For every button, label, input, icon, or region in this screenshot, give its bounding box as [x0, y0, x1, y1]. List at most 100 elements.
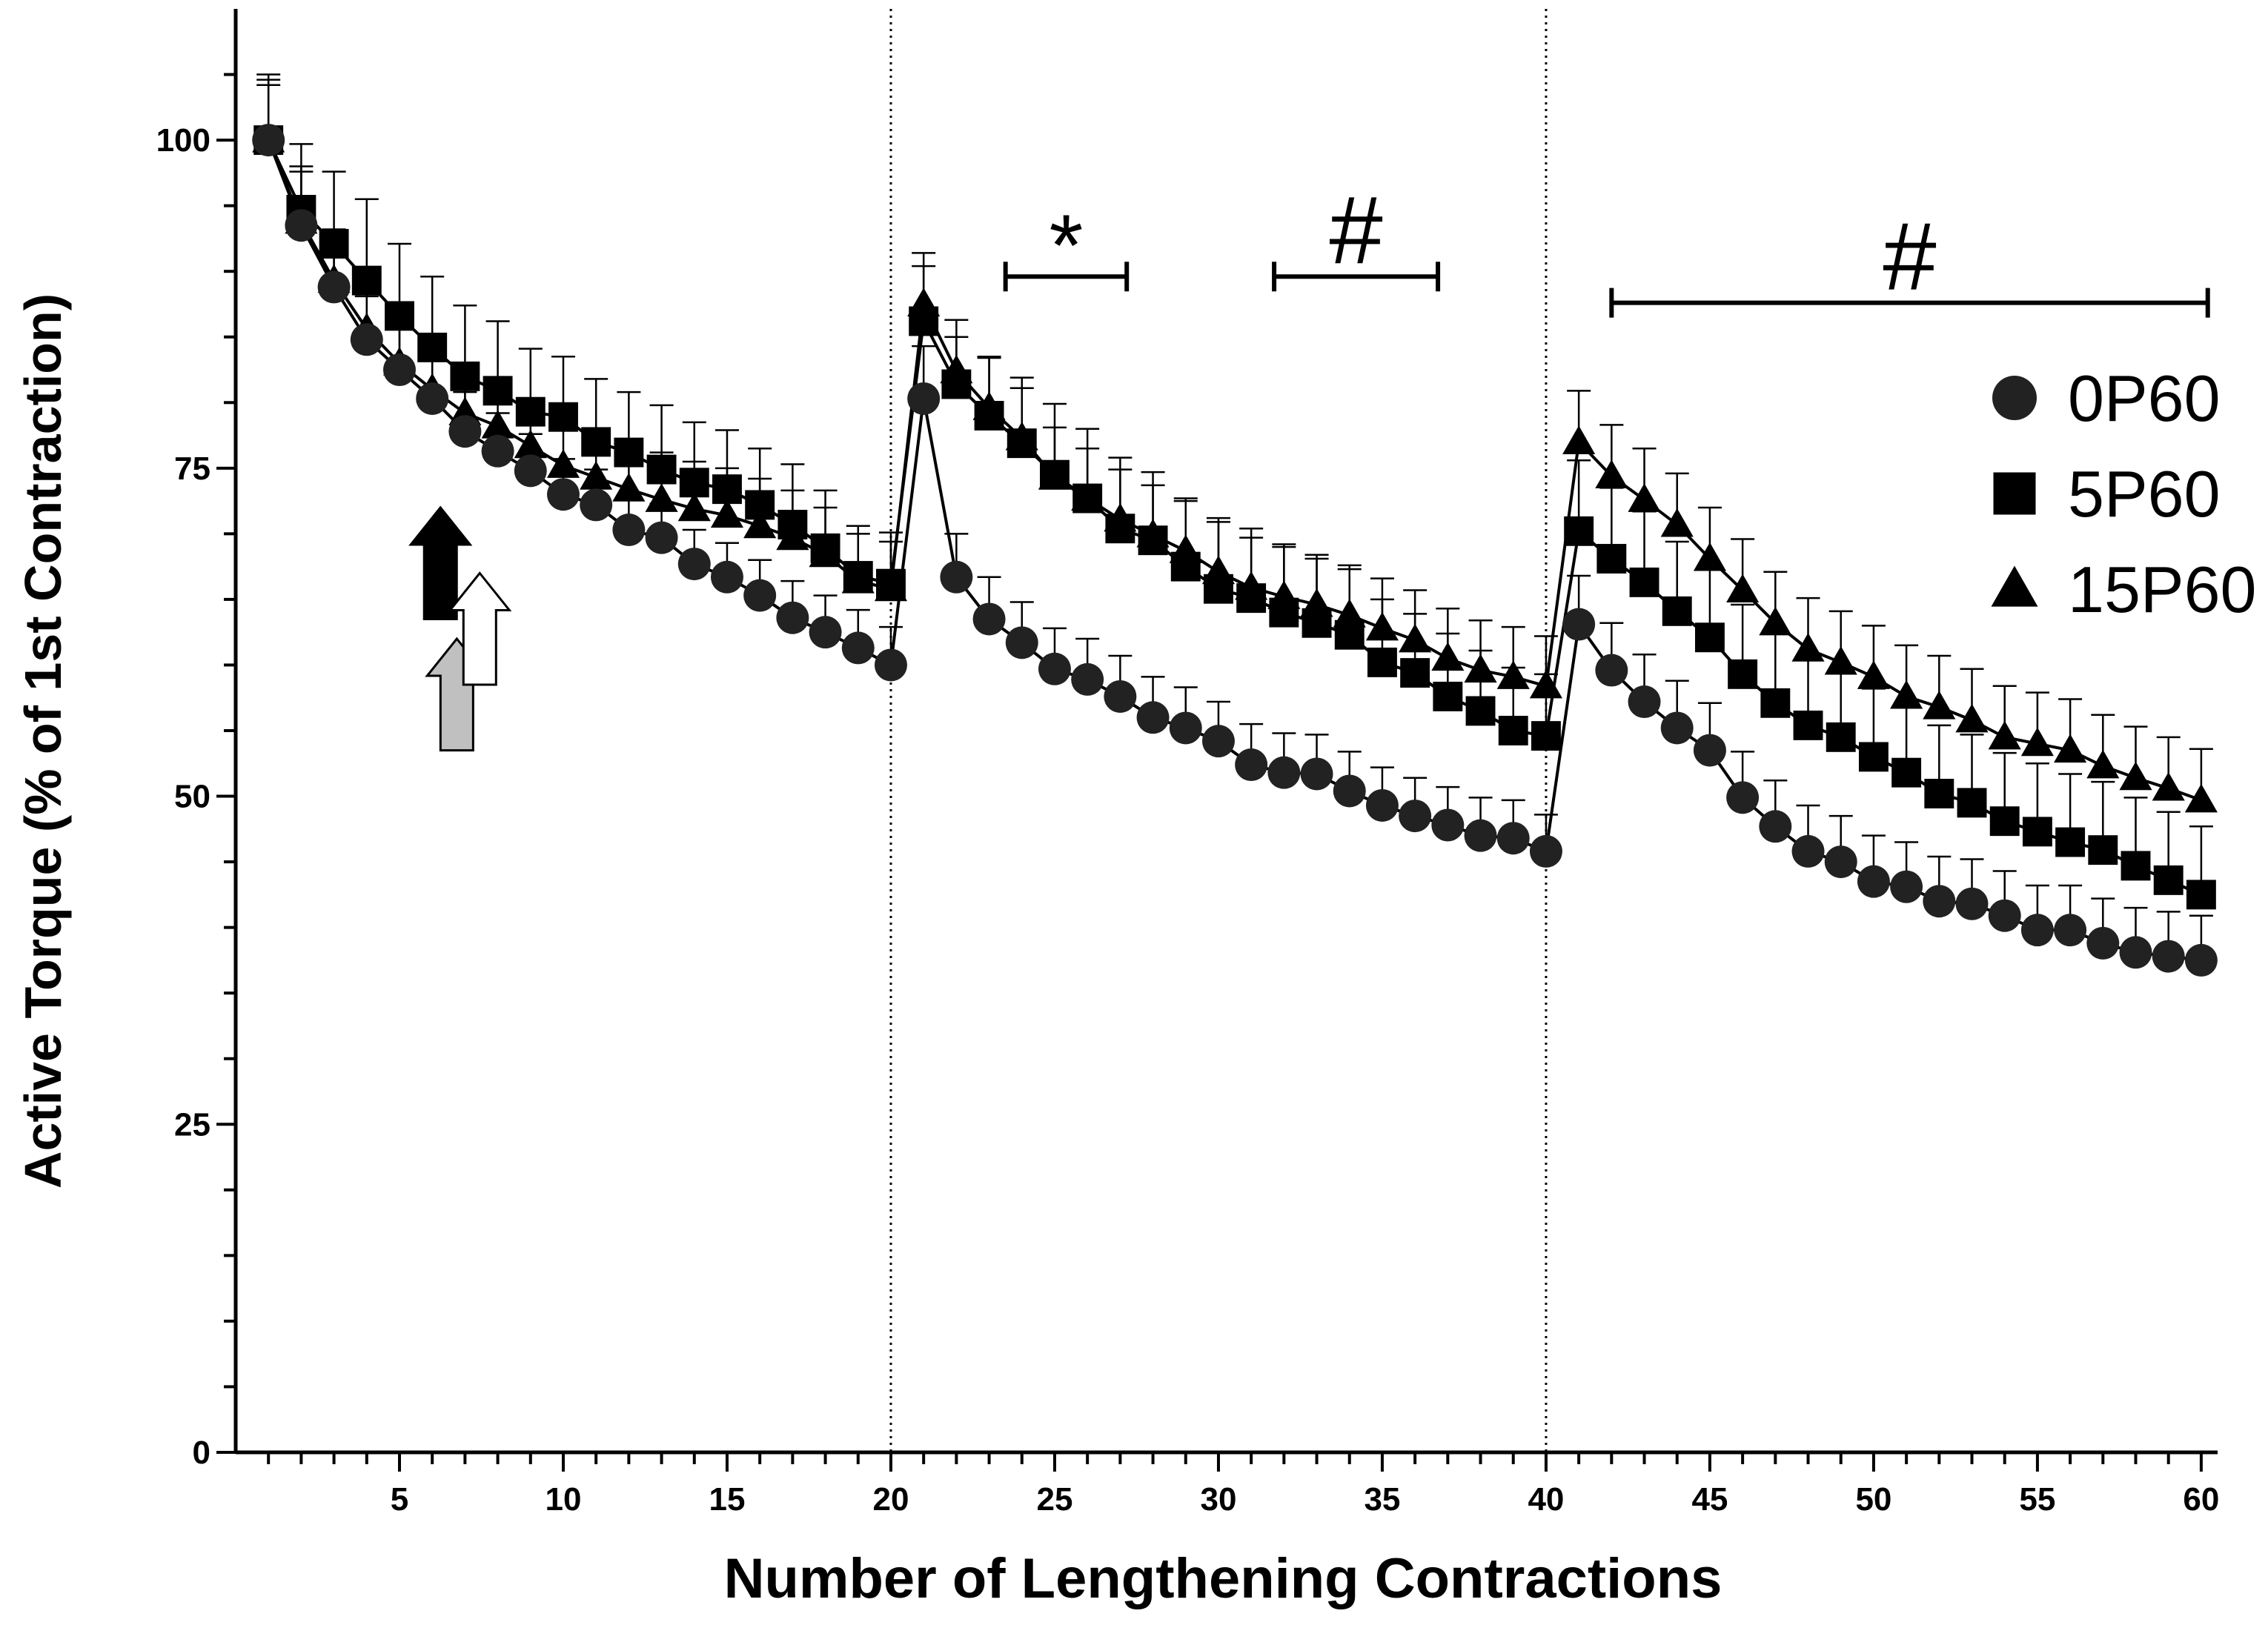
data-point-15p60-50	[1857, 660, 1890, 689]
data-point-15p60-57	[2086, 749, 2120, 779]
data-point-0p60-29	[1169, 711, 1202, 745]
data-point-5p60-39	[1498, 716, 1528, 745]
data-point-15p60-9	[514, 429, 547, 459]
x-tick-label-55: 55	[2019, 1481, 2055, 1518]
data-point-5p60-49	[1826, 722, 1856, 752]
data-point-5p60-8	[483, 376, 513, 406]
data-point-15p60-40	[1529, 669, 1562, 699]
data-point-5p60-32	[1269, 597, 1299, 628]
annotation-arrow-2	[448, 571, 512, 686]
data-point-15p60-12	[612, 473, 646, 502]
data-point-5p60-31	[1236, 583, 1267, 614]
data-point-5p60-5	[385, 301, 414, 331]
legend-label-5p60: 5P60	[2068, 457, 2221, 531]
legend-label-15p60: 15P60	[2068, 553, 2256, 626]
x-tick-label-5: 5	[391, 1481, 408, 1518]
data-point-0p60-22	[940, 560, 973, 594]
data-point-0p60-30	[1201, 725, 1235, 758]
data-point-5p60-44	[1662, 596, 1692, 626]
legend: 0P60 5P60 15P60	[1991, 362, 2256, 626]
legend-marker-0p60	[1992, 376, 2037, 420]
data-point-5p60-34	[1334, 619, 1365, 650]
data-point-0p60-24	[1005, 626, 1038, 659]
data-point-5p60-45	[1694, 622, 1725, 653]
data-point-0p60-8	[481, 434, 514, 468]
data-point-0p60-39	[1496, 822, 1530, 855]
data-point-5p60-25	[1040, 459, 1070, 490]
data-point-0p60-59	[2152, 940, 2185, 973]
data-point-0p60-55	[2020, 914, 2054, 947]
data-point-0p60-48	[1791, 834, 1825, 868]
data-point-5p60-38	[1465, 696, 1496, 726]
data-point-15p60-53	[1955, 703, 1989, 733]
data-point-15p60-59	[2152, 771, 2185, 801]
data-point-15p60-36	[1399, 623, 1432, 653]
data-point-0p60-12	[612, 514, 646, 547]
data-point-0p60-49	[1824, 845, 1857, 879]
data-point-0p60-6	[416, 382, 449, 415]
data-point-5p60-42	[1596, 544, 1627, 574]
data-point-0p60-47	[1759, 810, 1792, 843]
data-point-15p60-55	[2020, 727, 2054, 757]
significance-symbol-0: *	[1049, 196, 1083, 294]
data-point-0p60-56	[2054, 914, 2087, 947]
data-point-0p60-45	[1693, 734, 1726, 767]
x-tick-label-35: 35	[1364, 1481, 1400, 1518]
legend-marker-15p60	[1991, 565, 2038, 607]
data-point-15p60-54	[1988, 720, 2021, 750]
y-tick-label-50: 50	[174, 779, 210, 815]
data-point-0p60-3	[317, 270, 351, 304]
x-tick-label-30: 30	[1200, 1481, 1236, 1518]
significance-brackets: * # #	[1003, 176, 2210, 318]
data-point-0p60-33	[1300, 757, 1333, 791]
data-point-0p60-41	[1562, 608, 1596, 641]
data-point-5p60-17	[777, 510, 808, 539]
data-point-5p60-35	[1367, 647, 1397, 677]
data-point-15p60-45	[1693, 542, 1726, 571]
data-point-15p60-48	[1791, 633, 1825, 662]
data-point-5p60-9	[515, 396, 546, 427]
significance-symbol-2: #	[1883, 202, 1936, 310]
data-point-15p60-60	[2184, 783, 2218, 813]
data-point-0p60-28	[1136, 701, 1170, 734]
data-point-15p60-10	[546, 449, 580, 478]
data-point-5p60-12	[614, 437, 644, 468]
data-point-5p60-33	[1302, 608, 1332, 638]
data-point-15p60-16	[743, 509, 777, 539]
data-point-5p60-29	[1170, 551, 1201, 582]
data-point-0p60-19	[841, 631, 875, 665]
data-point-5p60-4	[351, 265, 382, 296]
data-point-5p60-43	[1629, 567, 1659, 597]
y-axis-title: Active Torque (% of 1st Contraction)	[14, 293, 72, 1189]
data-point-15p60-43	[1628, 483, 1661, 512]
data-point-5p60-54	[1989, 806, 2020, 837]
data-point-0p60-15	[710, 560, 743, 594]
data-point-5p60-48	[1793, 710, 1823, 740]
data-point-15p60-13	[645, 483, 678, 512]
data-point-5p60-30	[1204, 574, 1233, 604]
data-point-15p60-52	[1923, 691, 1956, 720]
data-point-15p60-47	[1759, 606, 1792, 636]
data-point-0p60-5	[382, 353, 416, 386]
data-point-5p60-24	[1007, 428, 1037, 459]
x-tick-label-20: 20	[872, 1481, 909, 1518]
data-point-5p60-40	[1531, 721, 1561, 751]
data-point-5p60-11	[581, 427, 611, 457]
data-point-0p60-17	[776, 601, 809, 634]
data-point-0p60-40	[1529, 834, 1562, 868]
data-point-5p60-7	[450, 361, 480, 391]
data-point-0p60-54	[1988, 899, 2021, 932]
data-point-5p60-18	[810, 533, 840, 563]
data-point-5p60-41	[1564, 516, 1594, 546]
annotation-arrows	[408, 505, 512, 752]
data-point-0p60-50	[1857, 865, 1890, 898]
data-point-5p60-37	[1433, 682, 1463, 711]
data-point-0p60-4	[350, 323, 383, 356]
data-point-5p60-6	[417, 332, 448, 362]
data-point-15p60-58	[2119, 761, 2152, 791]
x-tick-label-15: 15	[709, 1481, 745, 1518]
x-tick-label-25: 25	[1036, 1481, 1072, 1518]
data-point-5p60-46	[1728, 659, 1758, 689]
data-point-5p60-52	[1924, 779, 1954, 808]
